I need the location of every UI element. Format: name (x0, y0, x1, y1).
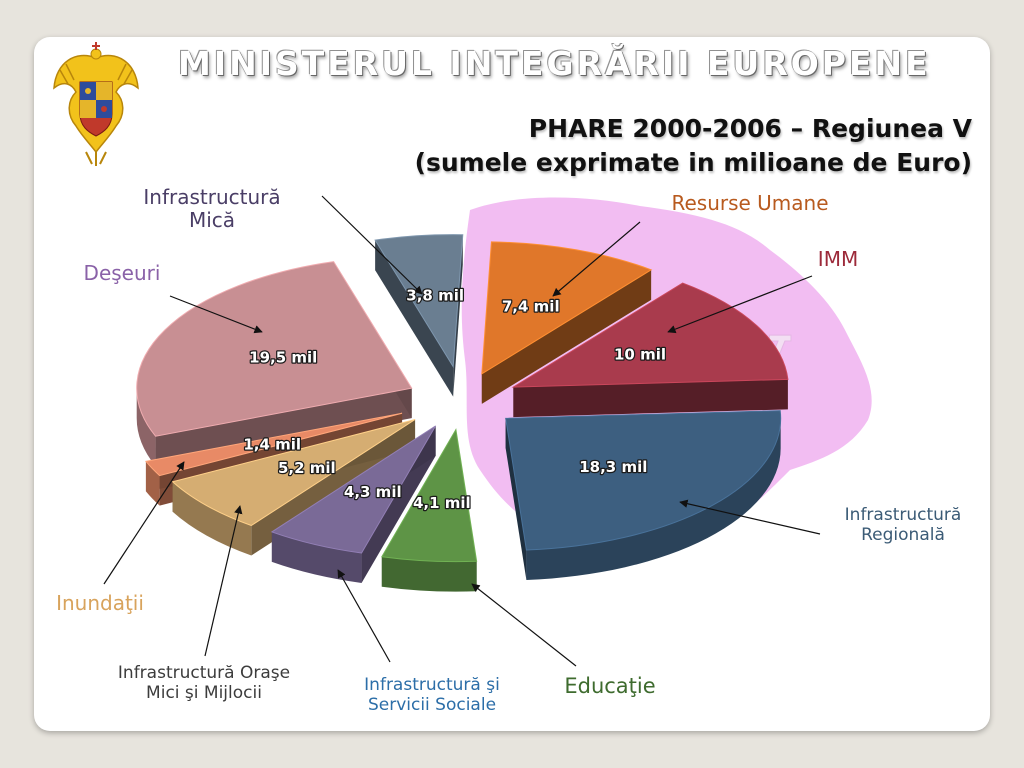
slice-category-label: Infrastructură Mică (143, 185, 281, 232)
leader-line (679, 499, 821, 535)
slice-value-label: 18,3 mil (579, 458, 647, 476)
slice-value-label: 10 mil (614, 345, 666, 363)
leader-line (103, 461, 185, 585)
slice-value-label: 3,8 mil (406, 287, 464, 305)
slice-value-label: 1,4 mil (243, 436, 301, 454)
pie-slice (136, 261, 413, 467)
slice-category-label: Infrastructură Regională (844, 505, 962, 545)
pie-slice (270, 425, 437, 583)
slice-value-label: 7,4 mil (502, 298, 560, 316)
leader-line (169, 295, 263, 334)
slice-category-label: IMM (817, 247, 859, 271)
slice-category-label: Resurse Umane (671, 191, 829, 215)
slice-category-label: Educaţie (564, 674, 656, 698)
pie-slice (505, 410, 782, 580)
slice-value-label: 19,5 mil (249, 348, 317, 366)
leader-line (337, 569, 391, 663)
leader-line (552, 221, 641, 297)
slice-category-label: Inundaţii (56, 591, 144, 615)
slice-category-label: Infrastructură şi Servicii Sociale (364, 675, 500, 715)
slice-category-label: Infrastructură Oraşe Mici şi Mijlocii (117, 663, 291, 703)
chart-title-line2: (sumele exprimate in milioane de Euro) (414, 148, 972, 177)
pie-slices (136, 234, 789, 592)
pie-slice (374, 234, 464, 397)
pie-slice (511, 282, 789, 418)
chart-title-line1: PHARE 2000-2006 – Regiunea V (528, 114, 972, 143)
ministry-title: MINISTERUL INTEGRĂRII EUROPENE (178, 44, 931, 83)
coat-of-arms-emblem (53, 42, 139, 166)
leader-line (321, 195, 423, 295)
slice-value-label: 5,2 mil (278, 459, 336, 477)
leader-line (204, 505, 243, 657)
leader-line (667, 275, 813, 334)
leader-line (471, 583, 577, 667)
pie-slice (381, 428, 478, 592)
shield-icon (79, 81, 113, 137)
value-labels: 7,4 mil 10 mil 18,3 mil 4,1 mil 4,3 mil 5,2 m… (242, 285, 667, 513)
slice-value-label: 4,1 mil (413, 494, 471, 512)
slice-category-label: Deşeuri (83, 261, 161, 285)
slice-value-label: 4,3 mil (344, 483, 402, 501)
pie-slice (481, 241, 653, 404)
leader-lines (103, 195, 821, 667)
chart-title: PHARE 2000-2006 – Regiunea V (sumele exp… (415, 112, 972, 180)
